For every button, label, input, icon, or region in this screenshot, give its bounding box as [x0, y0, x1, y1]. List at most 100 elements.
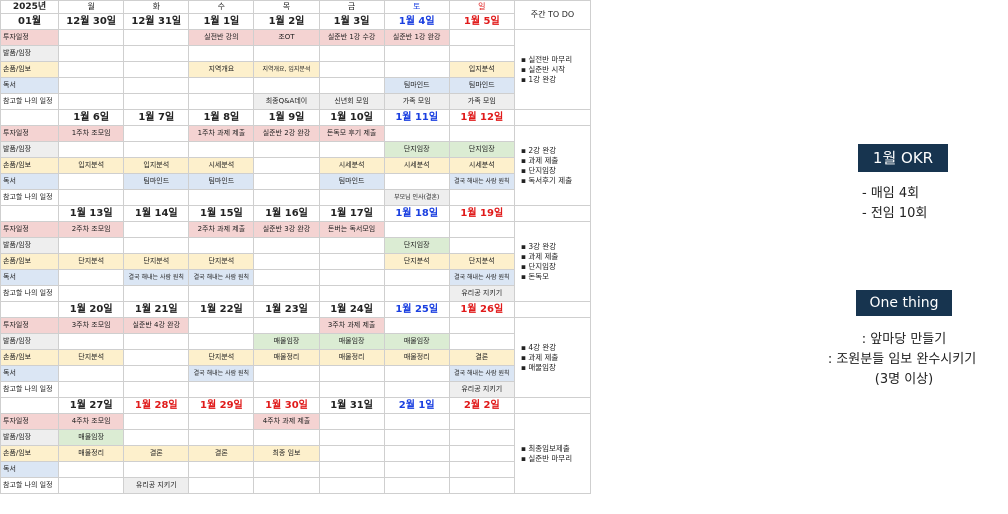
- planner-cell-schedule[interactable]: 실준반 3강 완강: [253, 221, 320, 238]
- date-cell[interactable]: 1월 9일: [253, 109, 320, 126]
- planner-cell-report[interactable]: 단지분석: [448, 253, 515, 270]
- planner-cell-reading[interactable]: 팀마인드: [123, 173, 190, 190]
- planner-cell-personal[interactable]: [123, 285, 190, 302]
- planner-cell-visit[interactable]: [253, 45, 320, 62]
- planner-cell-visit[interactable]: 매물임장: [58, 429, 125, 446]
- planner-cell-report[interactable]: [383, 61, 450, 78]
- planner-cell-schedule[interactable]: [58, 29, 125, 46]
- planner-cell-report[interactable]: 단지분석: [58, 253, 125, 270]
- planner-cell-visit[interactable]: [123, 45, 190, 62]
- planner-cell-report[interactable]: 시세분석: [188, 157, 255, 174]
- planner-cell-visit[interactable]: [448, 237, 515, 254]
- planner-cell-report[interactable]: 결론: [448, 349, 515, 366]
- planner-cell-report[interactable]: 단지분석: [188, 253, 255, 270]
- planner-cell-reading[interactable]: [253, 461, 320, 478]
- date-cell[interactable]: 2월 1일: [383, 397, 450, 414]
- planner-cell-schedule[interactable]: [448, 413, 515, 430]
- planner-cell-report[interactable]: 지역개요, 입지분석: [253, 61, 320, 78]
- planner-cell-schedule[interactable]: 돈독모 후기 제출: [318, 125, 385, 142]
- weekly-todo-cell[interactable]: 2강 완강과제 제출단지임장독서후기 제출: [513, 125, 592, 206]
- planner-cell-reading[interactable]: [318, 461, 385, 478]
- planner-cell-schedule[interactable]: [383, 125, 450, 142]
- planner-cell-report[interactable]: [123, 61, 190, 78]
- date-cell[interactable]: 1월 30일: [253, 397, 320, 414]
- planner-cell-schedule[interactable]: 실준반 1강 완강: [383, 29, 450, 46]
- planner-cell-schedule[interactable]: [383, 221, 450, 238]
- planner-cell-reading[interactable]: 결국 해내는 사람 원칙: [188, 365, 255, 382]
- planner-cell-visit[interactable]: [448, 333, 515, 350]
- planner-cell-visit[interactable]: [58, 237, 125, 254]
- planner-cell-report[interactable]: 매물정리: [58, 445, 125, 462]
- planner-cell-schedule[interactable]: [188, 413, 255, 430]
- date-cell[interactable]: 1월 29일: [188, 397, 255, 414]
- date-cell[interactable]: 1월 19일: [448, 205, 515, 222]
- planner-cell-schedule[interactable]: 실전반 강의: [188, 29, 255, 46]
- planner-cell-reading[interactable]: 팀마인드: [448, 77, 515, 94]
- date-cell[interactable]: 1월 15일: [188, 205, 255, 222]
- planner-cell-visit[interactable]: [318, 45, 385, 62]
- planner-cell-visit[interactable]: [253, 429, 320, 446]
- planner-cell-reading[interactable]: [383, 173, 450, 190]
- date-cell[interactable]: 1월 24일: [318, 301, 385, 318]
- planner-cell-reading[interactable]: [123, 365, 190, 382]
- planner-cell-schedule[interactable]: [123, 221, 190, 238]
- planner-cell-reading[interactable]: 결국 해내는 사람 원칙: [123, 269, 190, 286]
- planner-cell-personal[interactable]: [318, 189, 385, 206]
- planner-cell-schedule[interactable]: 1주차 조모임: [58, 125, 125, 142]
- planner-cell-personal[interactable]: [383, 477, 450, 494]
- weekly-todo-cell[interactable]: 4강 완강과제 제출매물임장: [513, 317, 592, 398]
- planner-cell-visit[interactable]: [58, 333, 125, 350]
- planner-cell-personal[interactable]: [383, 381, 450, 398]
- planner-cell-schedule[interactable]: [318, 413, 385, 430]
- planner-cell-personal[interactable]: [123, 381, 190, 398]
- planner-cell-schedule[interactable]: [123, 125, 190, 142]
- planner-cell-reading[interactable]: [188, 461, 255, 478]
- planner-cell-personal[interactable]: [188, 477, 255, 494]
- planner-cell-report[interactable]: [253, 157, 320, 174]
- planner-cell-reading[interactable]: 결국 해내는 사람 원칙: [448, 173, 515, 190]
- planner-cell-visit[interactable]: [448, 45, 515, 62]
- planner-cell-visit[interactable]: [253, 141, 320, 158]
- planner-cell-schedule[interactable]: 실준반 2강 완강: [253, 125, 320, 142]
- planner-cell-schedule[interactable]: 실준반 4강 완강: [123, 317, 190, 334]
- planner-cell-visit[interactable]: [123, 141, 190, 158]
- planner-cell-report[interactable]: 결론: [188, 445, 255, 462]
- date-cell[interactable]: 1월 25일: [383, 301, 450, 318]
- planner-cell-schedule[interactable]: [123, 29, 190, 46]
- planner-cell-report[interactable]: [58, 61, 125, 78]
- planner-cell-report[interactable]: 단지분석: [188, 349, 255, 366]
- planner-cell-visit[interactable]: [58, 141, 125, 158]
- date-cell[interactable]: 1월 22일: [188, 301, 255, 318]
- date-cell[interactable]: 1월 2일: [253, 13, 320, 30]
- planner-cell-personal[interactable]: 가족 모임: [448, 93, 515, 110]
- planner-cell-reading[interactable]: [318, 365, 385, 382]
- date-cell[interactable]: 1월 14일: [123, 205, 190, 222]
- planner-cell-schedule[interactable]: 조OT: [253, 29, 320, 46]
- planner-cell-schedule[interactable]: 3주차 과제 제출: [318, 317, 385, 334]
- date-cell[interactable]: 1월 13일: [58, 205, 125, 222]
- planner-cell-schedule[interactable]: [448, 125, 515, 142]
- planner-cell-personal[interactable]: [253, 381, 320, 398]
- planner-cell-reading[interactable]: [58, 173, 125, 190]
- planner-cell-personal[interactable]: [188, 189, 255, 206]
- planner-cell-schedule[interactable]: 3주차 조모임: [58, 317, 125, 334]
- planner-cell-report[interactable]: [448, 445, 515, 462]
- planner-cell-visit[interactable]: [188, 45, 255, 62]
- planner-cell-reading[interactable]: [448, 461, 515, 478]
- planner-cell-schedule[interactable]: 2주차 과제 제출: [188, 221, 255, 238]
- planner-cell-personal[interactable]: [383, 285, 450, 302]
- planner-cell-personal[interactable]: 최종Q&A데이: [253, 93, 320, 110]
- planner-cell-reading[interactable]: 팀마인드: [188, 173, 255, 190]
- planner-cell-personal[interactable]: [123, 93, 190, 110]
- planner-cell-personal[interactable]: [188, 285, 255, 302]
- planner-cell-visit[interactable]: [123, 237, 190, 254]
- planner-cell-schedule[interactable]: [383, 413, 450, 430]
- planner-cell-visit[interactable]: 매물임장: [383, 333, 450, 350]
- planner-cell-schedule[interactable]: [188, 317, 255, 334]
- date-cell[interactable]: 1월 31일: [318, 397, 385, 414]
- planner-cell-reading[interactable]: 팀마인드: [318, 173, 385, 190]
- planner-cell-visit[interactable]: [318, 429, 385, 446]
- planner-cell-personal[interactable]: [58, 189, 125, 206]
- planner-cell-reading[interactable]: 결국 해내는 사람 원칙: [448, 269, 515, 286]
- planner-cell-personal[interactable]: [253, 285, 320, 302]
